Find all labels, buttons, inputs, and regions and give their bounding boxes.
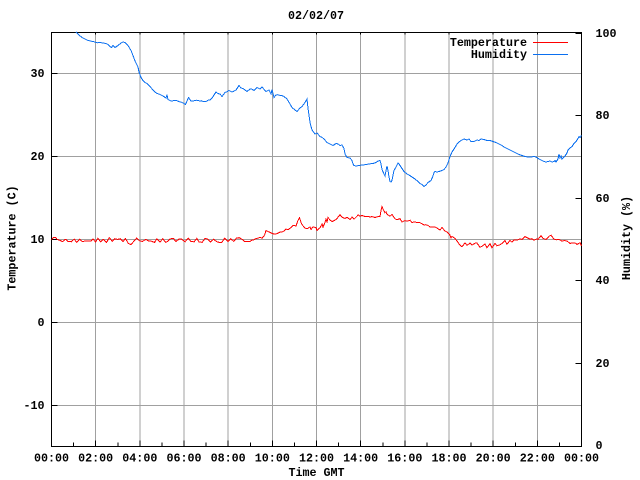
svg-text:04:00: 04:00 bbox=[122, 452, 157, 466]
svg-text:100: 100 bbox=[596, 27, 617, 41]
svg-text:08:00: 08:00 bbox=[211, 452, 246, 466]
svg-text:Humidity (%): Humidity (%) bbox=[620, 196, 634, 280]
svg-text:02:00: 02:00 bbox=[78, 452, 113, 466]
svg-text:60: 60 bbox=[596, 192, 610, 206]
svg-text:0: 0 bbox=[596, 439, 603, 453]
svg-text:02/02/07: 02/02/07 bbox=[288, 9, 344, 23]
svg-text:10: 10 bbox=[30, 233, 44, 247]
svg-text:Temperature (C): Temperature (C) bbox=[6, 185, 20, 290]
svg-text:Humidity: Humidity bbox=[471, 48, 527, 62]
svg-text:06:00: 06:00 bbox=[166, 452, 201, 466]
svg-text:80: 80 bbox=[596, 109, 610, 123]
svg-text:22:00: 22:00 bbox=[520, 452, 555, 466]
svg-text:00:00: 00:00 bbox=[564, 452, 599, 466]
svg-text:-10: -10 bbox=[23, 399, 44, 413]
svg-text:14:00: 14:00 bbox=[343, 452, 378, 466]
svg-text:12:00: 12:00 bbox=[299, 452, 334, 466]
svg-text:16:00: 16:00 bbox=[387, 452, 422, 466]
svg-text:00:00: 00:00 bbox=[34, 452, 69, 466]
svg-text:Temperature: Temperature bbox=[450, 36, 527, 50]
svg-text:18:00: 18:00 bbox=[431, 452, 466, 466]
svg-text:Time GMT: Time GMT bbox=[288, 466, 344, 480]
svg-text:0: 0 bbox=[37, 316, 44, 330]
svg-text:20: 20 bbox=[30, 150, 44, 164]
svg-text:20: 20 bbox=[596, 357, 610, 371]
svg-text:30: 30 bbox=[30, 67, 44, 81]
svg-text:20:00: 20:00 bbox=[476, 452, 511, 466]
svg-text:40: 40 bbox=[596, 274, 610, 288]
svg-text:10:00: 10:00 bbox=[255, 452, 290, 466]
